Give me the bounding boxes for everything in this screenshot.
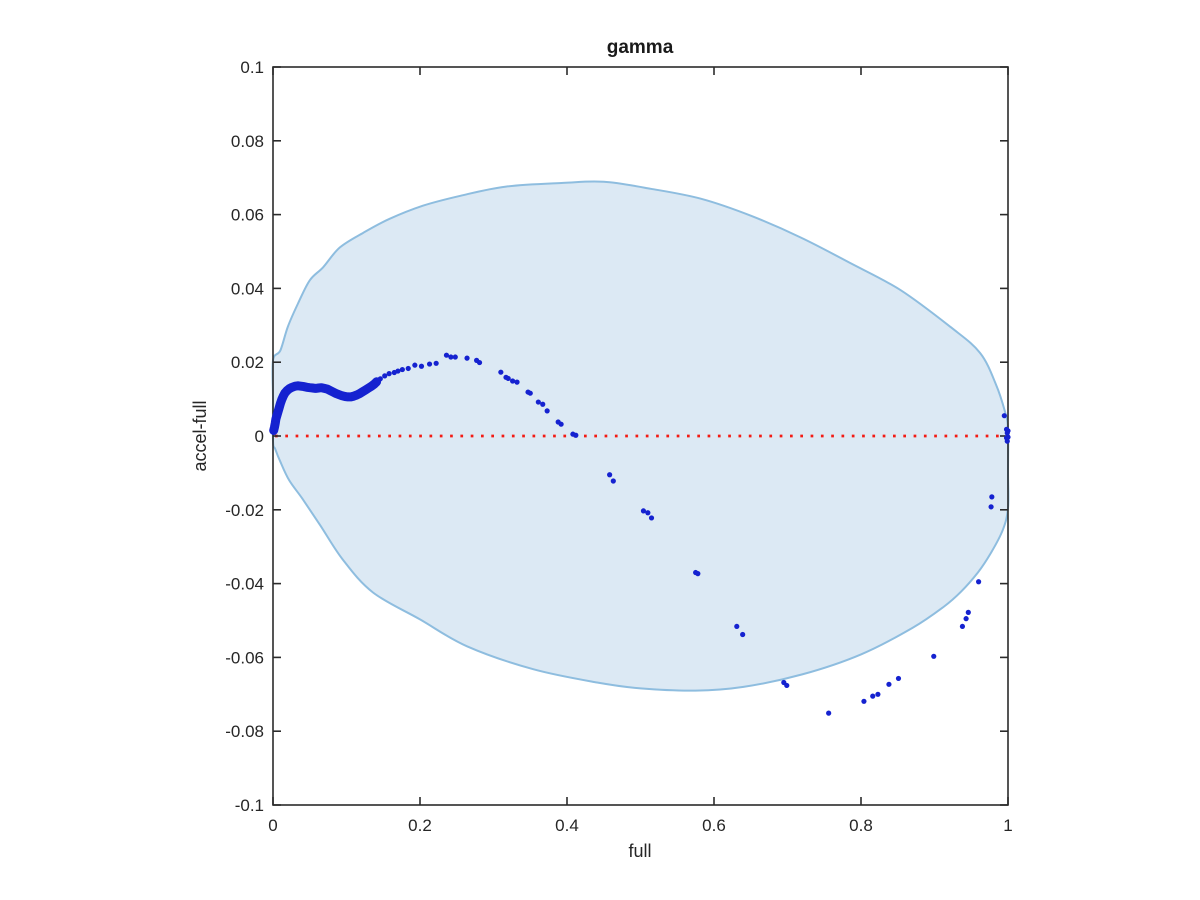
data-point [607, 472, 613, 478]
data-point [870, 693, 876, 699]
data-point [558, 421, 564, 427]
data-point [931, 653, 937, 659]
data-point [740, 631, 746, 638]
data-point [418, 363, 425, 369]
y-tick-label: 0.02 [231, 353, 264, 372]
data-point [514, 379, 520, 385]
y-tick-label: 0.08 [231, 132, 264, 151]
y-tick-label: -0.08 [225, 722, 264, 741]
data-point [1003, 435, 1010, 441]
data-point [426, 361, 433, 367]
data-point [277, 400, 283, 407]
data-point [573, 432, 579, 438]
data-point [374, 379, 380, 385]
data-point [399, 366, 405, 373]
data-point [433, 360, 439, 366]
data-point [476, 359, 483, 366]
data-point [377, 376, 383, 382]
x-tick-label: 0 [268, 816, 277, 835]
y-axis-label: accel-full [190, 400, 210, 471]
data-point [443, 352, 450, 358]
data-point [544, 408, 550, 414]
y-tick-label: -0.04 [225, 575, 264, 594]
data-point [448, 354, 454, 360]
data-point [452, 354, 458, 360]
data-point [464, 355, 470, 361]
data-point [875, 691, 881, 697]
y-tick-label: -0.06 [225, 648, 264, 667]
data-point [963, 616, 969, 622]
data-point [405, 365, 411, 372]
data-point [976, 579, 982, 585]
data-point [1001, 413, 1007, 419]
y-tick-label: 0 [255, 427, 264, 446]
data-point [895, 675, 902, 682]
data-point [382, 373, 388, 379]
data-point [645, 510, 651, 516]
data-point [784, 682, 790, 689]
data-point [510, 378, 516, 384]
x-tick-label: 0.8 [849, 816, 873, 835]
data-point [412, 362, 418, 368]
plot-title: gamma [607, 37, 674, 58]
data-point [826, 710, 832, 716]
data-point [274, 411, 281, 417]
x-axis-label: full [628, 841, 651, 861]
x-tick-label: 0.2 [408, 816, 432, 835]
y-tick-label: 0.06 [231, 206, 264, 225]
confidence-region-layer [271, 180, 1010, 692]
y-tick-label: -0.02 [225, 501, 264, 520]
x-tick-label: 1 [1003, 816, 1012, 835]
x-tick-label: 0.4 [555, 816, 579, 835]
data-point [988, 504, 994, 510]
data-point [861, 698, 867, 704]
y-tick-label: 0.1 [240, 58, 264, 77]
data-point [648, 515, 655, 521]
data-point [734, 623, 740, 630]
x-tick-label: 0.6 [702, 816, 726, 835]
data-point [640, 508, 647, 514]
data-point [395, 368, 401, 374]
confidence-region [271, 180, 1010, 692]
data-point [965, 609, 971, 615]
data-point [1005, 428, 1011, 434]
scatter-series-layer [269, 352, 1011, 716]
data-point [498, 369, 504, 375]
data-point [886, 681, 892, 687]
data-point [386, 371, 392, 377]
data-point [540, 401, 546, 407]
y-tick-label: 0.04 [231, 279, 264, 298]
data-point [273, 416, 279, 422]
data-point [272, 420, 278, 427]
data-point [535, 399, 541, 405]
data-point [989, 494, 995, 500]
tick-label-layer: 0 0.2 0.4 0.6 0.8 1 0.1 0.08 0.06 0.04 0.02 0 -0.02 -… [225, 58, 1012, 835]
y-tick-label: -0.1 [235, 796, 264, 815]
data-point [527, 390, 533, 396]
data-point [505, 375, 511, 382]
data-point [276, 406, 282, 412]
data-point [695, 571, 701, 577]
data-point [959, 623, 966, 630]
data-point [610, 478, 616, 484]
